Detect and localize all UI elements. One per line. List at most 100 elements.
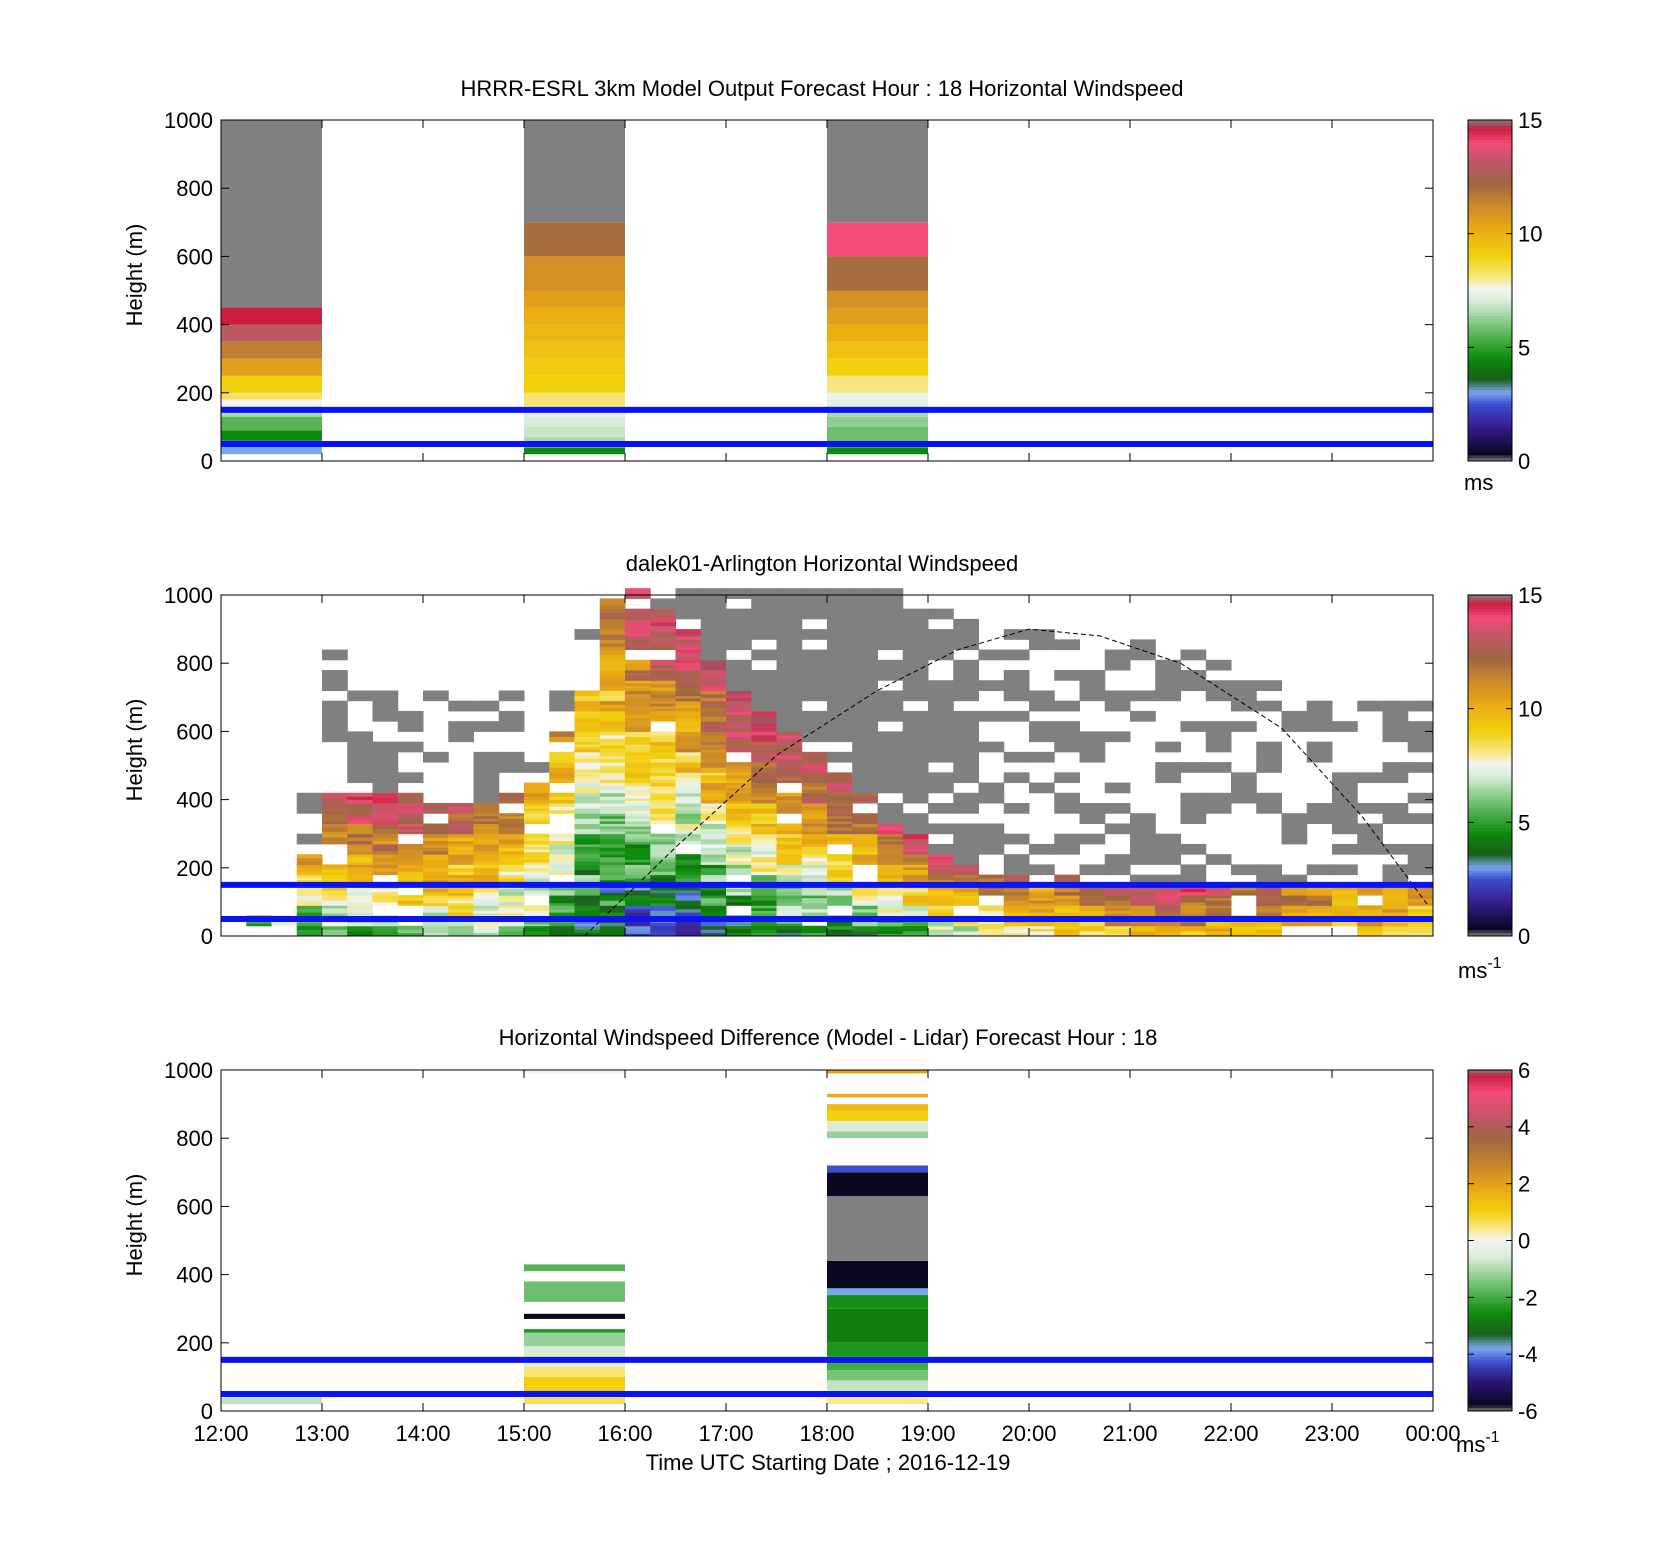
- heatmap-cell: [1231, 693, 1257, 697]
- colorbar-band: [1468, 429, 1512, 433]
- heatmap-cell: [549, 864, 575, 868]
- heatmap-cell: [1003, 912, 1030, 917]
- heatmap-cell: [726, 635, 752, 640]
- heatmap-cell: [347, 765, 373, 770]
- heatmap-cell: [397, 810, 424, 814]
- heatmap-cell: [448, 923, 474, 927]
- heatmap-cell: [599, 847, 626, 852]
- heatmap-cell: [1029, 723, 1055, 727]
- heatmap-cell: [1130, 895, 1156, 901]
- heatmap-cell: [498, 710, 525, 715]
- heatmap-cell: [397, 717, 424, 722]
- colorbar-band: [1468, 139, 1512, 143]
- heatmap-cell: [675, 603, 702, 610]
- heatmap-cell: [877, 708, 904, 712]
- heatmap-cell: [675, 608, 702, 613]
- heatmap-cell: [625, 925, 651, 929]
- colorbar-band: [1468, 275, 1512, 280]
- heatmap-cell: [978, 782, 1005, 789]
- heatmap-cell: [1332, 866, 1358, 871]
- heatmap-cell: [625, 611, 651, 615]
- heatmap-cell: [928, 869, 954, 873]
- heatmap-cell: [1256, 905, 1282, 910]
- heatmap-cell: [1205, 933, 1232, 937]
- heatmap-cell: [700, 889, 727, 896]
- heatmap-cell: [347, 744, 373, 748]
- colorbar-band: [1468, 1191, 1512, 1196]
- colorbar-band: [1468, 1407, 1512, 1411]
- heatmap-cell: [1003, 900, 1030, 906]
- heatmap-cell: [1231, 889, 1257, 894]
- heatmap-cell: [1104, 663, 1131, 668]
- heatmap-cell: [1205, 920, 1232, 927]
- heatmap-cell: [347, 799, 373, 804]
- heatmap-cell: [1130, 843, 1156, 850]
- heatmap-cell: [322, 813, 348, 817]
- heatmap-cell: [877, 717, 904, 722]
- heatmap-cell: [1003, 675, 1030, 681]
- heatmap-cell: [1155, 847, 1181, 852]
- heatmap-cell: [751, 859, 777, 863]
- heatmap-cell: [498, 714, 525, 719]
- heatmap-cell: [700, 598, 727, 602]
- heatmap-cell: [1155, 905, 1181, 910]
- heatmap-cell: [524, 1329, 625, 1333]
- heatmap-cell: [902, 860, 929, 865]
- heatmap-cell: [902, 796, 929, 801]
- heatmap-cell: [1382, 813, 1409, 818]
- heatmap-cell: [852, 698, 878, 702]
- heatmap-cell: [1079, 733, 1106, 738]
- heatmap-cell: [650, 833, 676, 837]
- heatmap-cell: [1407, 864, 1434, 869]
- heatmap-cell: [953, 857, 979, 862]
- heatmap-cell: [776, 796, 803, 801]
- heatmap-cell: [928, 710, 954, 714]
- heatmap-cell: [776, 878, 803, 882]
- heatmap-cell: [423, 809, 449, 814]
- heatmap-cell: [625, 859, 651, 863]
- heatmap-cell: [1029, 738, 1055, 743]
- heatmap-cell: [928, 726, 954, 732]
- colorbar-band: [1468, 1069, 1512, 1073]
- heatmap-cell: [801, 687, 828, 691]
- heatmap-cell: [1281, 816, 1308, 821]
- heatmap-cell: [599, 685, 626, 691]
- colorbar-band: [1468, 915, 1512, 919]
- colorbar-band: [1468, 213, 1512, 217]
- heatmap-cell: [1104, 864, 1131, 869]
- heatmap-cell: [625, 588, 651, 594]
- heatmap-cell: [296, 922, 323, 927]
- heatmap-cell: [1104, 828, 1131, 835]
- heatmap-cell: [902, 724, 929, 729]
- heatmap-cell: [599, 806, 626, 811]
- heatmap-cell: [1407, 898, 1434, 903]
- heatmap-cell: [1205, 727, 1232, 732]
- heatmap-cell: [928, 608, 954, 613]
- heatmap-cell: [928, 713, 954, 717]
- heatmap-cell: [1407, 854, 1434, 860]
- heatmap-cell: [953, 618, 979, 623]
- heatmap-cell: [1180, 912, 1207, 917]
- heatmap-cell: [1180, 864, 1207, 871]
- heatmap-cell: [726, 790, 752, 794]
- y-tick-label: 400: [176, 788, 213, 813]
- heatmap-cell: [877, 816, 904, 821]
- heatmap-cell: [1104, 731, 1131, 736]
- heatmap-cell: [372, 816, 399, 821]
- colorbar-band: [1468, 159, 1512, 163]
- heatmap-cell: [801, 828, 828, 832]
- heatmap-cell: [347, 856, 373, 860]
- heatmap-cell: [599, 768, 626, 773]
- heatmap-cell: [549, 895, 575, 899]
- heatmap-cell: [322, 912, 348, 917]
- heatmap-cell: [751, 700, 777, 705]
- colorbar-band: [1468, 1137, 1512, 1142]
- x-tick-label: 12:00: [193, 1421, 248, 1446]
- heatmap-cell: [650, 838, 676, 842]
- heatmap-cell: [599, 775, 626, 780]
- colorbar-band: [1468, 150, 1512, 155]
- heatmap-cell: [1382, 877, 1409, 881]
- heatmap-cell: [625, 758, 651, 763]
- heatmap-cell: [1382, 703, 1409, 707]
- heatmap-cell: [625, 693, 651, 698]
